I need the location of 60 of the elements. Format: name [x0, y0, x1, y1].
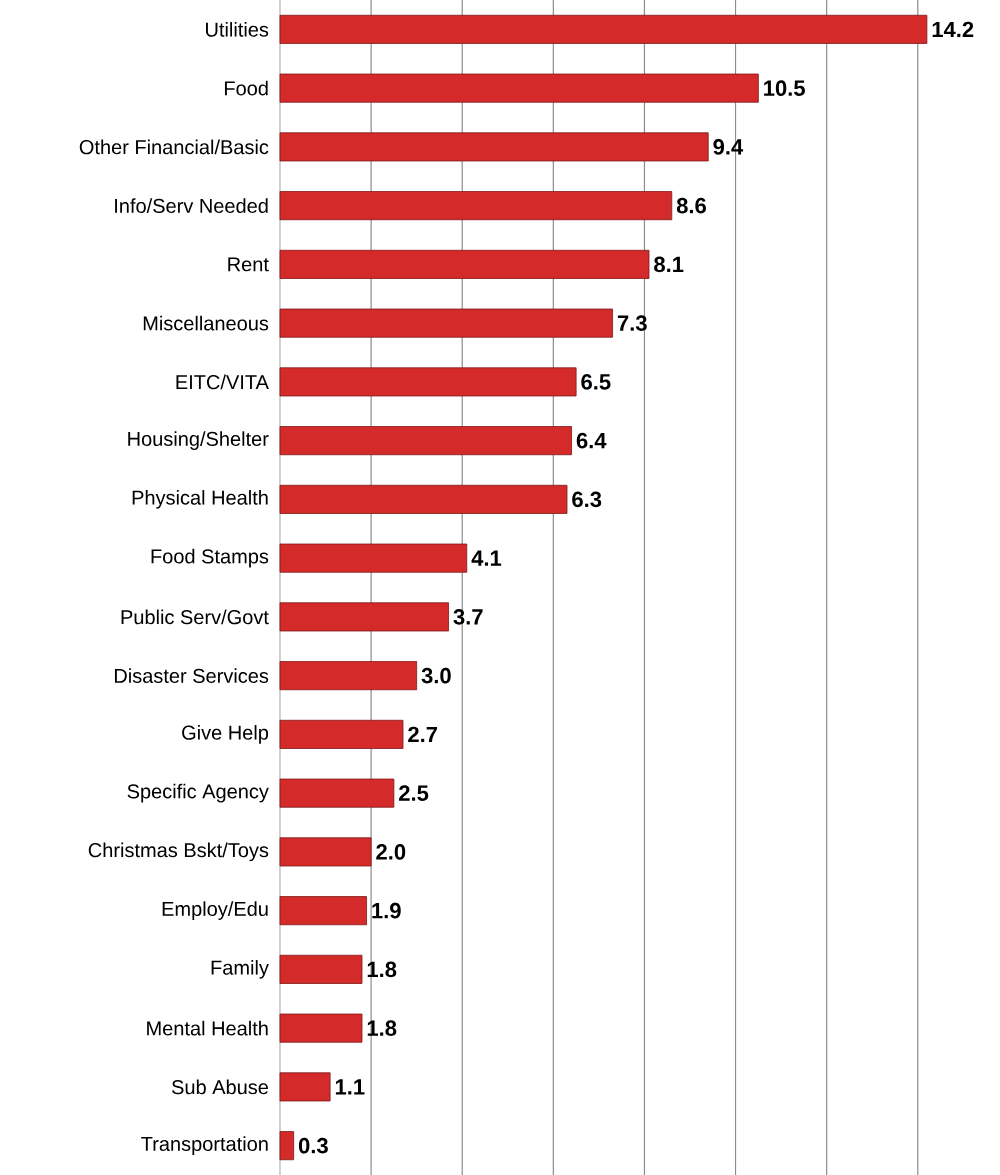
y-tick-label: Utilities	[206, 22, 269, 37]
data-label: 3.7	[453, 609, 483, 625]
bar	[279, 132, 709, 162]
data-label: 2.5	[399, 785, 429, 801]
y-tick-label: Physical Health	[132, 490, 268, 509]
bar	[279, 426, 572, 456]
y-tick-label: Public Serv/Govt	[121, 609, 269, 625]
data-label: 10.5	[764, 80, 805, 96]
data-label: 1.8	[367, 961, 397, 978]
bar	[279, 543, 468, 573]
data-label: 4.1	[471, 550, 502, 566]
data-label: 6.3	[572, 491, 602, 508]
bar	[279, 837, 372, 867]
bar	[279, 1013, 363, 1043]
bar	[279, 778, 395, 808]
data-label: 14.2	[932, 21, 974, 38]
bar	[279, 954, 363, 984]
bar	[279, 367, 577, 397]
bar	[279, 896, 367, 926]
data-label: 2.0	[376, 844, 406, 860]
y-tick-label: Info/Serv Needed	[115, 198, 268, 213]
bar	[279, 719, 404, 749]
bar	[279, 602, 449, 632]
bar	[279, 308, 613, 338]
data-label: 1.1	[335, 1079, 365, 1095]
data-label: 9.4	[713, 139, 744, 155]
y-tick-label: Employ/Edu	[162, 901, 268, 920]
data-label: 7.3	[617, 315, 647, 331]
y-tick-label: Rent	[228, 257, 269, 272]
y-tick-label: Other Financial/Basic	[79, 139, 269, 155]
y-tick-label: Give Help	[182, 725, 269, 744]
data-label: 1.8	[367, 1020, 397, 1036]
bar	[279, 484, 568, 514]
y-tick-label: Food	[224, 80, 268, 96]
data-label: 0.3	[298, 1137, 328, 1154]
bar	[279, 661, 418, 691]
y-tick-label: Family	[211, 960, 269, 979]
data-label: 1.9	[372, 902, 401, 919]
y-tick-label: Christmas Bskt/Toys	[88, 842, 269, 862]
bar	[279, 14, 928, 44]
y-tick-label: Miscellaneous	[143, 315, 269, 331]
bar	[279, 1131, 295, 1161]
y-tick-label: Food Stamps	[151, 548, 269, 568]
bar	[279, 191, 673, 221]
y-tick-label: Mental Health	[147, 1020, 268, 1036]
y-tick-label: Housing/Shelter	[128, 431, 269, 450]
data-label: 8.1	[654, 256, 684, 273]
data-label: 6.4	[576, 432, 607, 449]
bar	[279, 249, 650, 279]
y-tick-label: Disaster Services	[114, 668, 269, 683]
y-tick-label: Specific Agency	[127, 783, 269, 803]
bar	[279, 73, 759, 103]
y-tick-label: EITC/VITA	[176, 374, 269, 390]
data-label: 2.7	[408, 726, 438, 743]
y-tick-label: Sub Abuse	[171, 1079, 269, 1095]
bar	[279, 1072, 331, 1102]
data-label: 3.0	[421, 667, 451, 684]
data-label: 6.5	[581, 374, 611, 390]
data-label: 8.6	[676, 197, 706, 214]
y-tick-label: Transportation	[141, 1136, 268, 1155]
